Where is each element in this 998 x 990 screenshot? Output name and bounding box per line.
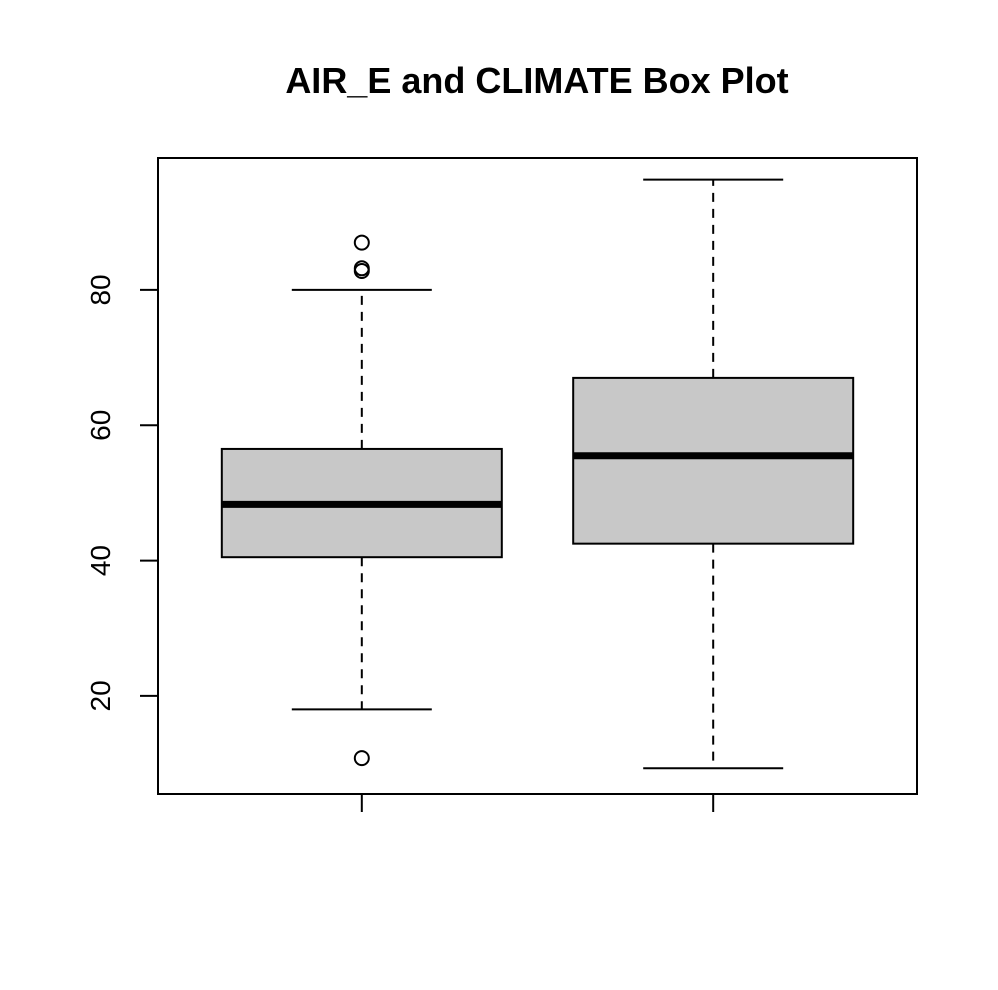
outlier-point: [353, 262, 370, 279]
x-axis: [360, 793, 715, 812]
y-tick-label: 60: [85, 410, 116, 441]
y-tick-label: 40: [85, 545, 116, 576]
y-tick-label: 80: [85, 274, 116, 305]
box-group: [220, 234, 503, 767]
y-tick-label: 20: [85, 680, 116, 711]
y-axis: 20 40 60 80: [85, 274, 159, 711]
outlier-point: [353, 234, 370, 251]
box-iqr: [572, 376, 855, 545]
outlier-point: [353, 750, 370, 767]
box-group: [572, 178, 855, 770]
box-series: [220, 178, 855, 770]
chart-title: AIR_E and CLIMATE Box Plot: [285, 60, 788, 101]
